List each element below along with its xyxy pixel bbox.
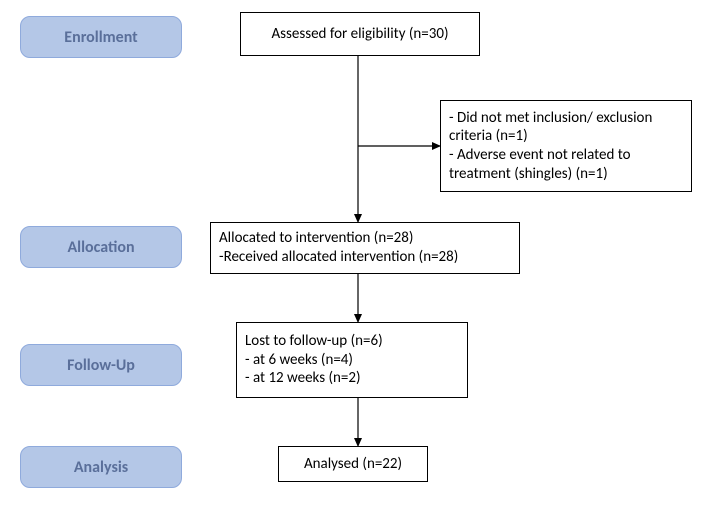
node-text-line: - Did not met inclusion/ exclusion <box>449 109 683 128</box>
node-text-line: -Received allocated intervention (n=28) <box>219 248 511 267</box>
flow-node-assessed: Assessed for eligibility (n=30) <box>240 12 480 56</box>
node-text-line: - Adverse event not related to <box>449 146 683 165</box>
flow-node-follow: Lost to follow-up (n=6)- at 6 weeks (n=4… <box>236 322 468 398</box>
node-text-line: Lost to follow-up (n=6) <box>245 332 459 351</box>
node-text-line: - at 6 weeks (n=4) <box>245 351 459 370</box>
node-text-line: Analysed (n=22) <box>304 455 402 474</box>
stage-label-alloc: Allocation <box>20 226 182 268</box>
stage-label-enroll: Enrollment <box>20 16 182 58</box>
stage-label-text: Allocation <box>67 238 134 257</box>
node-text-line: - at 12 weeks (n=2) <box>245 369 459 388</box>
flow-node-alloc: Allocated to intervention (n=28)-Receive… <box>210 222 520 274</box>
node-text-line: criteria (n=1) <box>449 127 683 146</box>
node-text-line: Allocated to intervention (n=28) <box>219 229 511 248</box>
stage-label-text: Enrollment <box>64 28 137 47</box>
stage-label-text: Follow-Up <box>67 356 135 375</box>
node-text-line: Assessed for eligibility (n=30) <box>271 25 448 44</box>
stage-label-text: Analysis <box>74 458 128 477</box>
flow-node-excluded: - Did not met inclusion/ exclusioncriter… <box>440 100 692 192</box>
consort-flowchart: Enrollment Allocation Follow-Up Analysis Ass… <box>0 0 709 506</box>
stage-label-follow: Follow-Up <box>20 344 182 386</box>
stage-label-analysis: Analysis <box>20 446 182 488</box>
flow-node-analysed: Analysed (n=22) <box>278 446 428 482</box>
node-text-line: treatment (shingles) (n=1) <box>449 165 683 184</box>
